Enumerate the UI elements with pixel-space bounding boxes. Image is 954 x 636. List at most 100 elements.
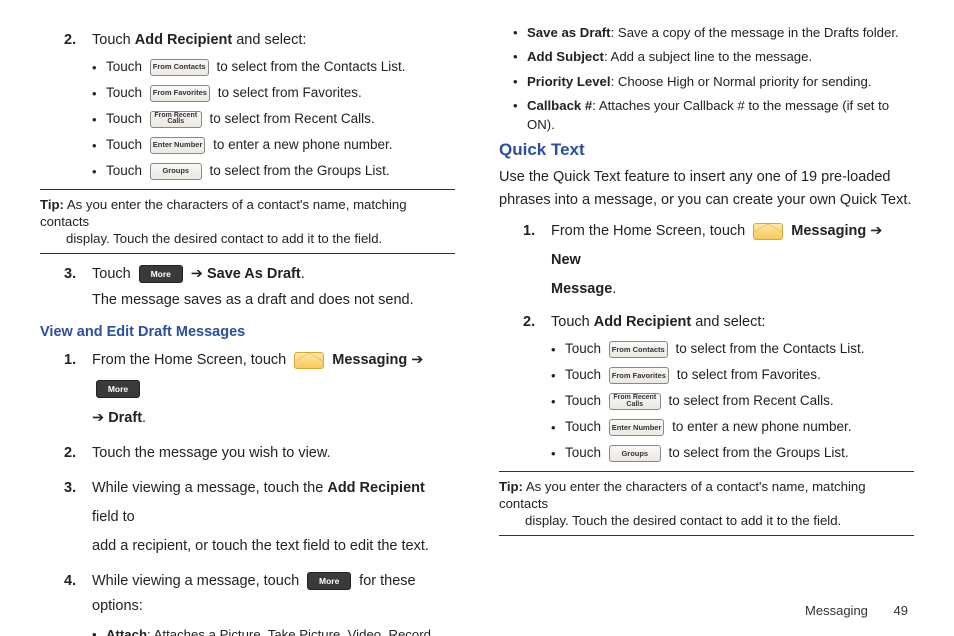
more-button-icon: More — [307, 572, 351, 590]
text: : Save a copy of the message in the Draf… — [611, 25, 899, 40]
left-select-bullets: •Touch From Contacts to select from the … — [92, 59, 455, 180]
right-step-1: 1. From the Home Screen, touch Messaging… — [523, 217, 914, 304]
button-chip-icon: Groups — [150, 163, 202, 180]
step-number: 2. — [64, 441, 92, 466]
step-number: 3. — [64, 262, 92, 287]
text: to select from the Contacts List. — [672, 341, 865, 356]
bold: Add Recipient — [594, 314, 691, 330]
list-item: •Touch From Contacts to select from the … — [551, 341, 914, 358]
arrow-icon: ➔ — [407, 352, 423, 368]
tip-label: Tip: — [499, 479, 523, 494]
step-body: Touch Add Recipient and select: — [92, 28, 455, 53]
bullet-icon: • — [92, 113, 106, 126]
step-number: 2. — [523, 310, 551, 335]
right-tip: Tip: As you enter the characters of a co… — [499, 478, 914, 529]
right-column: •Save as Draft: Save a copy of the messa… — [477, 24, 914, 626]
view-step-2: 2. Touch the message you wish to view. — [64, 441, 455, 466]
text: to select from the Groups List. — [206, 163, 390, 178]
step-number: 4. — [64, 569, 92, 594]
text: to select from Recent Calls. — [665, 393, 834, 408]
button-chip-icon: From Favorites — [609, 367, 669, 384]
text: Touch — [92, 32, 135, 48]
text: Touch — [106, 59, 146, 74]
left-tip: Tip: As you enter the characters of a co… — [40, 196, 455, 247]
list-item-text: Touch Groups to select from the Groups L… — [565, 445, 914, 462]
text: and select: — [232, 32, 306, 48]
more-button-icon: More — [96, 380, 140, 398]
list-item: •Priority Level: Choose High or Normal p… — [513, 73, 914, 91]
page-footer: Messaging 49 — [805, 603, 908, 618]
list-item-text: Touch From Contacts to select from the C… — [565, 341, 914, 358]
text: add a recipient, or touch the text field… — [92, 538, 429, 554]
text: . — [142, 410, 146, 426]
list-item-text: Touch Groups to select from the Groups L… — [106, 163, 455, 180]
bullet-icon: • — [513, 48, 527, 66]
bullet-icon: • — [92, 626, 106, 636]
bold: Message — [551, 281, 612, 297]
text: . — [612, 281, 616, 297]
list-item-text: Touch From RecentCalls to select from Re… — [565, 393, 914, 410]
step-body: Touch the message you wish to view. — [92, 441, 455, 466]
bullet-icon: • — [92, 165, 106, 178]
bullet-icon: • — [513, 24, 527, 42]
list-item: •Touch From RecentCalls to select from R… — [551, 393, 914, 410]
bullet-icon: • — [92, 139, 106, 152]
bold: Messaging — [791, 223, 866, 239]
list-item-text: Attach: Attaches a Picture, Take Picture… — [106, 626, 455, 636]
button-chip-icon: From Contacts — [609, 341, 668, 358]
list-item-text: Save as Draft: Save a copy of the messag… — [527, 24, 899, 42]
list-item-text: Callback #: Attaches your Callback # to … — [527, 97, 914, 134]
heading-quick-text: Quick Text — [499, 140, 914, 160]
button-chip-icon: Groups — [609, 445, 661, 462]
bullet-icon: • — [92, 61, 106, 74]
list-item: •Touch From RecentCalls to select from R… — [92, 111, 455, 128]
footer-section: Messaging — [805, 603, 868, 618]
step-number: 3. — [64, 476, 92, 501]
view-step-4: 4. While viewing a message, touch More f… — [64, 569, 455, 618]
text: From the Home Screen, touch — [551, 223, 749, 239]
text: to select from Favorites. — [673, 367, 821, 382]
step-body: Touch More ➔ Save As Draft. — [92, 262, 455, 287]
text: field to — [92, 509, 135, 525]
list-item: •Touch From Favorites to select from Fav… — [551, 367, 914, 384]
list-item-text: Touch Enter Number to enter a new phone … — [565, 419, 914, 436]
button-chip-icon: Enter Number — [609, 419, 665, 436]
text: From the Home Screen, touch — [92, 352, 290, 368]
arrow-icon: ➔ — [866, 223, 882, 239]
left-option-bullets: •Attach: Attaches a Picture, Take Pictur… — [92, 626, 455, 636]
bullet-icon: • — [513, 97, 527, 134]
bullet-icon: • — [513, 73, 527, 91]
step-body: Touch Add Recipient and select: — [551, 310, 914, 335]
button-chip-icon: From Contacts — [150, 59, 209, 76]
button-chip-icon: From RecentCalls — [150, 111, 202, 128]
list-item-text: Touch From RecentCalls to select from Re… — [106, 111, 455, 128]
bold: Callback # — [527, 98, 592, 113]
bold: Draft — [108, 410, 142, 426]
text: Touch — [106, 111, 146, 126]
left-step-3-line2: The message saves as a draft and does no… — [92, 287, 455, 315]
list-item: •Touch From Favorites to select from Fav… — [92, 85, 455, 102]
footer-page-number: 49 — [894, 603, 908, 618]
messaging-icon — [753, 223, 783, 240]
tip-line1: As you enter the characters of a contact… — [499, 479, 866, 511]
list-item-text: Touch From Favorites to select from Favo… — [565, 367, 914, 384]
tip-label: Tip: — [40, 197, 64, 212]
text: : Attaches a Picture, Take Picture, Vide… — [106, 627, 436, 636]
text: Touch — [565, 367, 605, 382]
text: to select from Favorites. — [214, 85, 362, 100]
messaging-icon — [294, 352, 324, 369]
divider — [40, 189, 455, 190]
right-top-options: •Save as Draft: Save a copy of the messa… — [513, 24, 914, 134]
button-chip-icon: From Favorites — [150, 85, 210, 102]
step-body: From the Home Screen, touch Messaging ➔ … — [92, 346, 455, 433]
view-step-3: 3. While viewing a message, touch the Ad… — [64, 474, 455, 561]
text: Touch — [551, 314, 594, 330]
bullet-icon: • — [551, 447, 565, 460]
list-item: •Touch Enter Number to enter a new phone… — [551, 419, 914, 436]
bold: Messaging — [332, 352, 407, 368]
text: : Add a subject line to the message. — [604, 49, 812, 64]
bold: Add Recipient — [327, 480, 424, 496]
bullet-icon: • — [551, 343, 565, 356]
step-number: 1. — [523, 219, 551, 244]
text: Touch — [565, 341, 605, 356]
